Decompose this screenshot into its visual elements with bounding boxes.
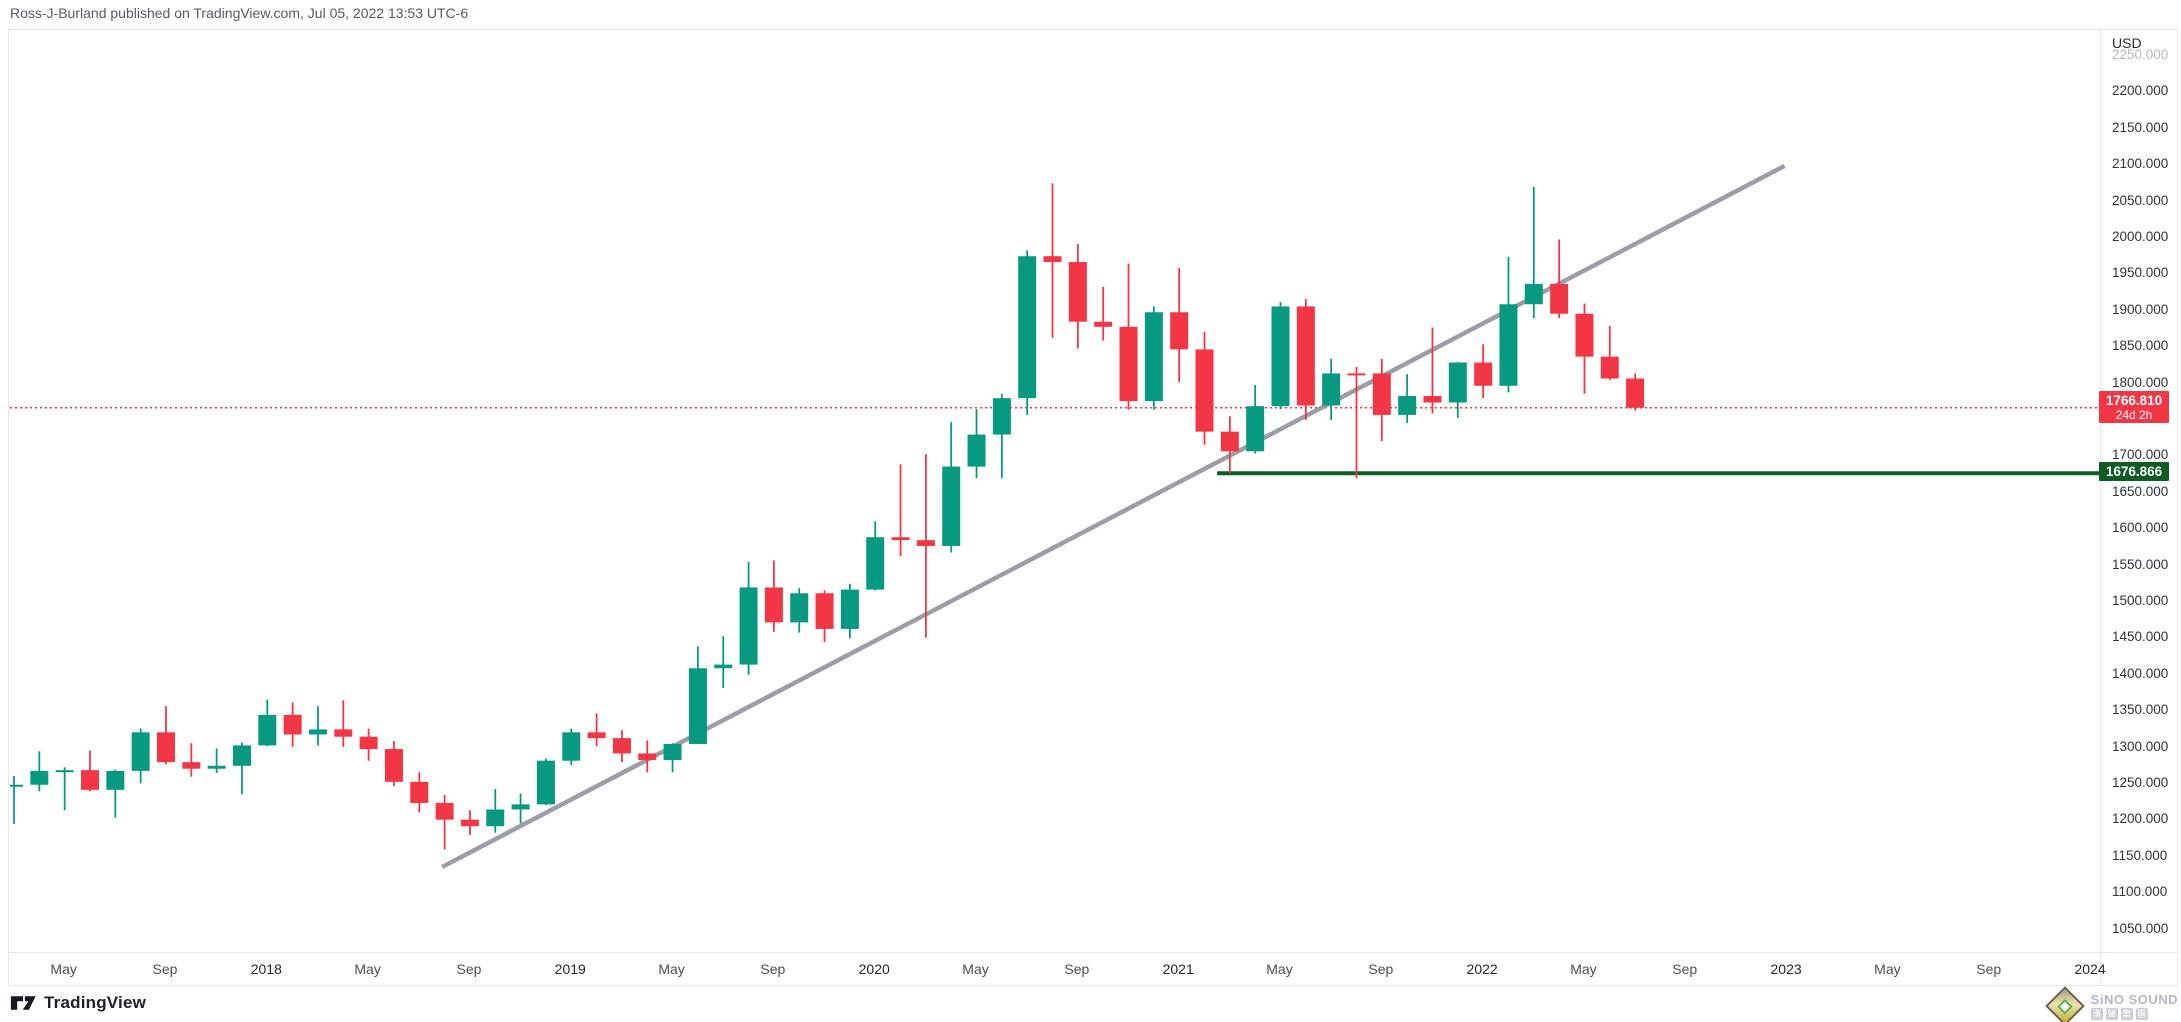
bar-countdown: 24d 2h (2115, 407, 2153, 422)
price-axis-label: 1200.000 (2112, 811, 2169, 827)
time-axis-month-label: Sep (1976, 961, 2002, 977)
chart-frame: May Sep 2018 May Sep 2019 May Sep 2020 May Sep 2021… (8, 29, 2178, 986)
price-axis-label: 1700.000 (2112, 447, 2169, 463)
last-price-value: 1766.810 (2105, 392, 2163, 408)
time-axis-month-label: Sep (152, 961, 178, 977)
candlestick-plot[interactable] (10, 32, 2100, 951)
price-axis-label: 2100.000 (2112, 156, 2169, 172)
sino-sound-watermark: SiNO SOUND 漢聲集團 (2044, 986, 2178, 1022)
time-axis-month-label: Sep (1368, 961, 1394, 977)
price-axis-label: 2250.000 (2112, 47, 2169, 62)
time-axis-month-label: May (1266, 961, 1293, 977)
price-axis-label: 1150.000 (2112, 847, 2168, 863)
price-axis-label: 1050.000 (2112, 920, 2169, 936)
tradingview-logo-icon (10, 996, 36, 1010)
price-axis-label: 1500.000 (2112, 593, 2169, 608)
price-axis-currency-label: USD (2112, 35, 2142, 51)
tradingview-wordmark: TradingView (44, 993, 147, 1012)
time-axis-month-label: May (962, 961, 989, 977)
time-axis-month-label: Sep (1672, 961, 1698, 977)
time-axis-month-label: Sep (456, 961, 482, 977)
price-axis-label: 1600.000 (2112, 520, 2169, 536)
tradingview-brand-link[interactable]: TradingView (10, 993, 146, 1013)
price-axis-label: 1100.000 (2112, 884, 2168, 900)
time-axis-year-label: 2020 (858, 961, 890, 977)
time-axis-year-label: 2018 (250, 961, 282, 977)
price-axis-label: 1900.000 (2112, 301, 2169, 317)
time-axis-year-label: 2021 (1162, 961, 1194, 977)
time-axis-month-label: Sep (1064, 961, 1090, 977)
time-axis-year-label: 2022 (1466, 961, 1498, 977)
sino-sound-subtitle: 漢聲集團 (2090, 1008, 2148, 1020)
sino-sound-title: SiNO SOUND (2090, 992, 2178, 1007)
price-axis-label: 1850.000 (2112, 338, 2169, 354)
price-axis-separator (2100, 30, 2101, 985)
price-axis-label: 1650.000 (2112, 483, 2169, 499)
price-axis-label: 1300.000 (2112, 738, 2169, 754)
price-axis-label: 1350.000 (2112, 702, 2169, 718)
price-axis-label: 2150.000 (2112, 119, 2169, 135)
time-axis-separator (9, 952, 2177, 953)
support-price-badge: 1676.866 (2099, 462, 2169, 482)
footer-bar: TradingView SiNO SOUND 漢聲集團 (0, 986, 2181, 1022)
time-axis-month-label: May (50, 961, 77, 977)
attribution-text: Ross-J-Burland published on TradingView.… (10, 5, 469, 21)
time-axis-month-label: May (354, 961, 381, 977)
price-axis-label: 1450.000 (2112, 629, 2169, 645)
time-axis-month-label: May (1570, 961, 1597, 977)
price-axis-label: 1400.000 (2112, 665, 2169, 681)
price-axis-label: 2000.000 (2112, 229, 2169, 244)
price-axis[interactable]: USD 1766.810 24d 2h 1676.866 2250.000 220… (2099, 30, 2178, 952)
price-axis-label: 1250.000 (2112, 775, 2169, 790)
time-axis-year-label: 2024 (2074, 961, 2106, 977)
time-axis-month-label: Sep (760, 961, 786, 977)
price-axis-label: 1550.000 (2112, 556, 2169, 572)
price-axis-label: 1800.000 (2112, 374, 2169, 390)
time-axis-year-label: 2023 (1770, 961, 1802, 977)
time-axis[interactable]: May Sep 2018 May Sep 2019 May Sep 2020 May Sep 2021… (9, 953, 2105, 985)
time-axis-month-label: May (1874, 961, 1901, 977)
time-axis-month-label: May (658, 961, 685, 977)
last-price-badge: 1766.810 24d 2h (2099, 390, 2169, 423)
price-axis-label: 1950.000 (2112, 265, 2169, 281)
time-axis-year-label: 2019 (554, 961, 586, 977)
price-axis-label: 2200.000 (2112, 83, 2169, 99)
price-axis-label: 2050.000 (2112, 192, 2169, 208)
sino-sound-logo-icon (2044, 986, 2085, 1022)
